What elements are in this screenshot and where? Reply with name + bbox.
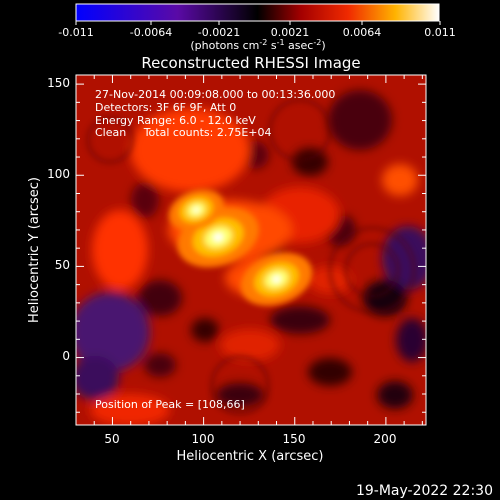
colorbar-tick-labels: -0.011 -0.0064 -0.0021 0.0021 0.0064 0.0… bbox=[58, 26, 455, 39]
colorbar-tick-label: -0.0064 bbox=[130, 26, 172, 39]
y-tick-label: 100 bbox=[47, 167, 70, 181]
heatmap-image bbox=[76, 75, 426, 425]
colorbar-tick-label: 0.0064 bbox=[343, 26, 382, 39]
header-annotations: 27-Nov-2014 00:09:08.000 to 00:13:36.000… bbox=[95, 88, 335, 139]
y-tick-label: 0 bbox=[62, 349, 70, 363]
plot-frame bbox=[75, 74, 427, 426]
x-tick-label: 150 bbox=[283, 432, 306, 446]
y-tick-label: 50 bbox=[55, 258, 70, 272]
colorbar bbox=[75, 3, 440, 22]
chart-title: Reconstructed RHESSI Image bbox=[141, 54, 360, 72]
emission-source-core bbox=[193, 207, 200, 213]
axis-ticks bbox=[76, 75, 426, 425]
annotation-clean-counts: Clean Total counts: 2.75E+04 bbox=[95, 126, 272, 139]
bright-sources bbox=[168, 189, 313, 306]
annotation-time-range: 27-Nov-2014 00:09:08.000 to 00:13:36.000 bbox=[95, 88, 335, 101]
x-tick-label: 50 bbox=[104, 432, 119, 446]
colorbar-ticks bbox=[75, 21, 441, 25]
y-axis-label: Heliocentric Y (arcsec) bbox=[27, 177, 42, 323]
colorbar-tick-label: -0.0021 bbox=[198, 26, 240, 39]
colorbar-tick-label: 0.011 bbox=[424, 26, 456, 39]
colorbar-unit-label: (photons cm-2 s-1 asec-2) bbox=[190, 38, 325, 53]
colorbar-tick-label: 0.0021 bbox=[271, 26, 310, 39]
y-tick-label: 150 bbox=[47, 76, 70, 90]
peak-position-label: Position of Peak = [108,66] bbox=[95, 398, 245, 411]
annotation-energy-range: Energy Range: 6.0 - 12.0 keV bbox=[95, 114, 256, 127]
x-axis-label: Heliocentric X (arcsec) bbox=[177, 449, 324, 464]
x-tick-label: 200 bbox=[374, 432, 397, 446]
annotation-detectors: Detectors: 3F 6F 9F, Att 0 bbox=[95, 101, 236, 114]
emission-source-core bbox=[213, 233, 224, 242]
x-tick-label: 100 bbox=[192, 432, 215, 446]
colorbar-tick-label: -0.011 bbox=[58, 26, 93, 39]
emission-source-core bbox=[272, 275, 281, 283]
plot-timestamp: 19-May-2022 22:30 bbox=[356, 483, 493, 499]
